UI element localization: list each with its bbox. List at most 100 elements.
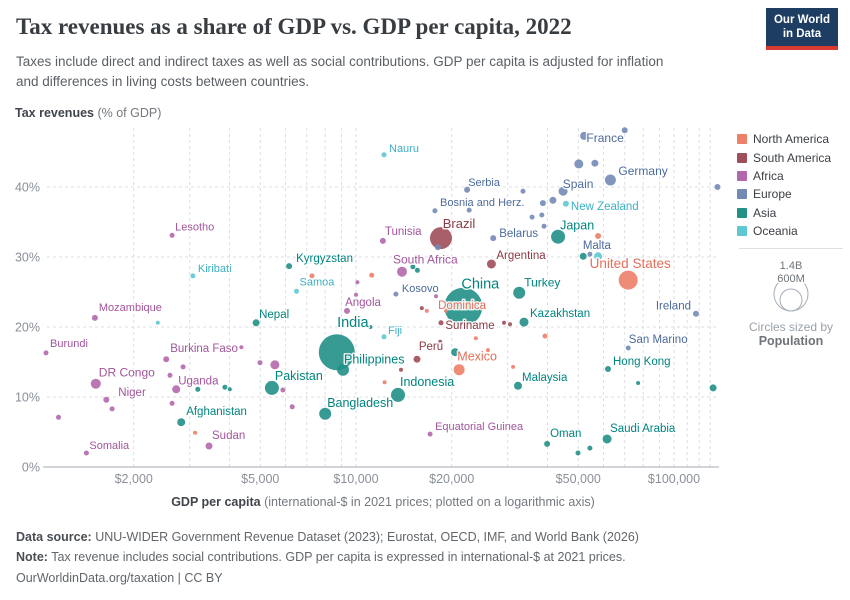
data-point[interactable]: [289, 404, 295, 410]
data-point-mexico[interactable]: [453, 364, 465, 376]
data-point-burundi[interactable]: [43, 350, 49, 356]
data-point[interactable]: [257, 360, 263, 366]
data-point[interactable]: [709, 384, 717, 392]
data-point[interactable]: [714, 184, 721, 190]
data-point[interactable]: [399, 367, 403, 372]
data-point-nepal[interactable]: [252, 319, 260, 327]
legend-item-as[interactable]: Asia: [737, 204, 845, 222]
data-point[interactable]: [434, 294, 438, 299]
data-point-kazakhstan[interactable]: [519, 317, 529, 327]
data-point-peru[interactable]: [413, 355, 421, 363]
data-point-new-zealand[interactable]: [562, 200, 569, 207]
data-point-lesotho[interactable]: [169, 232, 175, 238]
data-point-turkey[interactable]: [513, 286, 526, 299]
data-point-samoa[interactable]: [294, 288, 299, 294]
data-point-belarus[interactable]: [490, 235, 497, 242]
data-point[interactable]: [587, 445, 593, 451]
data-point-afghanistan[interactable]: [177, 418, 186, 427]
data-point-somalia[interactable]: [83, 450, 89, 456]
data-point[interactable]: [502, 320, 506, 325]
data-point[interactable]: [410, 264, 416, 270]
data-point-japan[interactable]: [551, 229, 566, 244]
data-point[interactable]: [591, 159, 599, 167]
data-point-burkina-faso[interactable]: [163, 356, 170, 363]
data-point-equatorial-guinea[interactable]: [427, 431, 433, 437]
data-point[interactable]: [193, 430, 198, 435]
data-point-bangladesh[interactable]: [319, 407, 332, 420]
data-point-germany[interactable]: [604, 174, 616, 186]
data-point-dr-congo[interactable]: [90, 378, 101, 389]
data-point-india[interactable]: [318, 334, 355, 371]
data-point-kiribati[interactable]: [190, 273, 196, 279]
data-point[interactable]: [549, 196, 557, 204]
data-point-malta[interactable]: [587, 251, 593, 257]
data-point-sudan[interactable]: [205, 442, 213, 450]
data-point-angola[interactable]: [344, 307, 350, 314]
data-point[interactable]: [239, 345, 244, 350]
data-point[interactable]: [511, 364, 516, 369]
data-point[interactable]: [424, 308, 429, 313]
data-point[interactable]: [270, 360, 280, 370]
data-point[interactable]: [541, 223, 547, 229]
license-line[interactable]: OurWorldinData.org/taxation | CC BY: [16, 570, 223, 585]
data-point-ireland[interactable]: [693, 310, 699, 317]
data-point[interactable]: [167, 372, 173, 378]
data-point-uganda[interactable]: [172, 385, 181, 394]
data-point-serbia[interactable]: [464, 186, 471, 193]
data-point-oman[interactable]: [544, 440, 551, 447]
data-point[interactable]: [520, 188, 526, 194]
data-point-bosnia-and-herz-[interactable]: [466, 207, 472, 213]
data-point-indonesia[interactable]: [391, 387, 405, 402]
data-point[interactable]: [434, 244, 441, 251]
data-point[interactable]: [542, 333, 548, 339]
data-point-south-africa[interactable]: [397, 266, 407, 277]
data-point[interactable]: [579, 252, 587, 260]
data-point[interactable]: [211, 381, 216, 386]
data-point-united-states[interactable]: [618, 270, 638, 290]
data-point[interactable]: [486, 348, 490, 353]
data-point[interactable]: [508, 322, 512, 327]
data-point-brazil[interactable]: [430, 227, 452, 250]
data-point[interactable]: [368, 325, 373, 329]
data-point[interactable]: [451, 348, 460, 357]
data-point[interactable]: [280, 387, 286, 393]
data-point[interactable]: [309, 273, 315, 279]
data-point[interactable]: [539, 200, 546, 207]
data-point[interactable]: [529, 214, 535, 220]
data-point-mozambique[interactable]: [91, 314, 98, 321]
data-point[interactable]: [56, 414, 61, 420]
data-point-france[interactable]: [580, 131, 589, 140]
data-point[interactable]: [414, 267, 420, 273]
data-point[interactable]: [109, 406, 115, 412]
data-point-argentina[interactable]: [486, 259, 496, 269]
data-point[interactable]: [195, 386, 201, 392]
legend-item-af[interactable]: Africa: [737, 167, 845, 185]
data-point[interactable]: [595, 233, 602, 239]
data-point[interactable]: [574, 159, 584, 169]
data-point-philippines[interactable]: [337, 363, 349, 376]
data-point[interactable]: [369, 272, 375, 278]
data-point[interactable]: [354, 292, 358, 297]
data-point[interactable]: [594, 252, 603, 261]
legend-item-sa[interactable]: South America: [737, 148, 845, 166]
data-point-kosovo[interactable]: [393, 291, 399, 297]
data-point-saudi-arabia[interactable]: [602, 434, 612, 444]
data-point[interactable]: [575, 450, 581, 456]
data-point[interactable]: [180, 364, 186, 370]
data-point-china[interactable]: [444, 287, 483, 326]
data-point[interactable]: [155, 320, 160, 325]
legend-item-eu[interactable]: Europe: [737, 185, 845, 203]
data-point-nauru[interactable]: [381, 152, 387, 158]
data-point-san-marino[interactable]: [625, 345, 631, 351]
data-point[interactable]: [473, 336, 478, 341]
data-point-suriname[interactable]: [438, 320, 444, 326]
data-point[interactable]: [621, 127, 628, 134]
data-point-tunisia[interactable]: [379, 237, 386, 244]
data-point-kyrgyzstan[interactable]: [286, 263, 293, 270]
data-point-spain[interactable]: [558, 186, 568, 196]
data-point[interactable]: [227, 387, 232, 392]
data-point[interactable]: [419, 306, 424, 311]
data-point[interactable]: [539, 212, 545, 218]
data-point-malaysia[interactable]: [514, 381, 522, 390]
data-point[interactable]: [222, 384, 228, 390]
